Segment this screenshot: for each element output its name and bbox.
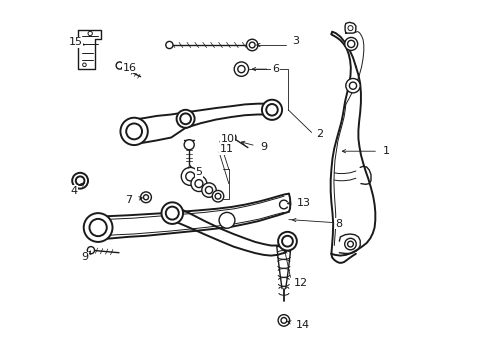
Circle shape bbox=[348, 26, 353, 31]
Circle shape bbox=[215, 193, 221, 199]
Circle shape bbox=[347, 241, 353, 247]
Circle shape bbox=[205, 186, 213, 194]
Circle shape bbox=[84, 213, 113, 242]
Circle shape bbox=[346, 78, 360, 93]
Circle shape bbox=[176, 110, 195, 128]
Circle shape bbox=[87, 247, 95, 254]
Text: 2: 2 bbox=[316, 129, 323, 139]
Text: 4: 4 bbox=[71, 186, 77, 196]
Text: 10: 10 bbox=[220, 134, 235, 144]
Circle shape bbox=[262, 100, 282, 120]
Circle shape bbox=[347, 40, 355, 48]
Circle shape bbox=[229, 134, 236, 141]
Circle shape bbox=[121, 118, 148, 145]
Text: 14: 14 bbox=[296, 320, 310, 330]
Circle shape bbox=[266, 104, 278, 116]
Circle shape bbox=[166, 207, 179, 220]
Circle shape bbox=[162, 202, 183, 224]
Text: 1: 1 bbox=[383, 146, 390, 156]
Circle shape bbox=[238, 66, 245, 73]
Circle shape bbox=[278, 232, 297, 251]
Text: 16: 16 bbox=[122, 63, 137, 73]
Text: 13: 13 bbox=[297, 198, 311, 208]
Text: 7: 7 bbox=[125, 195, 132, 205]
Circle shape bbox=[141, 192, 151, 203]
Text: 6: 6 bbox=[272, 64, 279, 74]
Circle shape bbox=[202, 183, 216, 197]
Circle shape bbox=[181, 167, 199, 185]
Text: 3: 3 bbox=[292, 36, 299, 46]
Circle shape bbox=[126, 123, 142, 139]
Circle shape bbox=[184, 140, 194, 150]
Circle shape bbox=[195, 180, 203, 188]
Circle shape bbox=[191, 176, 207, 192]
Circle shape bbox=[186, 172, 195, 181]
Circle shape bbox=[246, 39, 258, 51]
Circle shape bbox=[278, 315, 290, 326]
Circle shape bbox=[249, 42, 255, 48]
Text: 15: 15 bbox=[69, 37, 83, 48]
Circle shape bbox=[180, 113, 191, 124]
Text: 11: 11 bbox=[220, 144, 234, 154]
Circle shape bbox=[345, 37, 358, 50]
Text: 8: 8 bbox=[336, 219, 343, 229]
Text: 5: 5 bbox=[196, 167, 202, 177]
Circle shape bbox=[72, 173, 88, 189]
Circle shape bbox=[88, 31, 92, 36]
Circle shape bbox=[76, 176, 84, 185]
Circle shape bbox=[144, 195, 148, 200]
Text: 9: 9 bbox=[260, 142, 267, 152]
Circle shape bbox=[166, 41, 173, 49]
Circle shape bbox=[83, 63, 86, 67]
Circle shape bbox=[212, 190, 224, 202]
Circle shape bbox=[345, 238, 356, 250]
Circle shape bbox=[349, 82, 357, 89]
Circle shape bbox=[234, 62, 248, 76]
Circle shape bbox=[281, 318, 287, 323]
Text: 12: 12 bbox=[294, 278, 308, 288]
Circle shape bbox=[116, 62, 123, 69]
Circle shape bbox=[282, 236, 293, 247]
Circle shape bbox=[219, 212, 235, 228]
Circle shape bbox=[90, 219, 107, 236]
Text: 9: 9 bbox=[81, 252, 88, 262]
